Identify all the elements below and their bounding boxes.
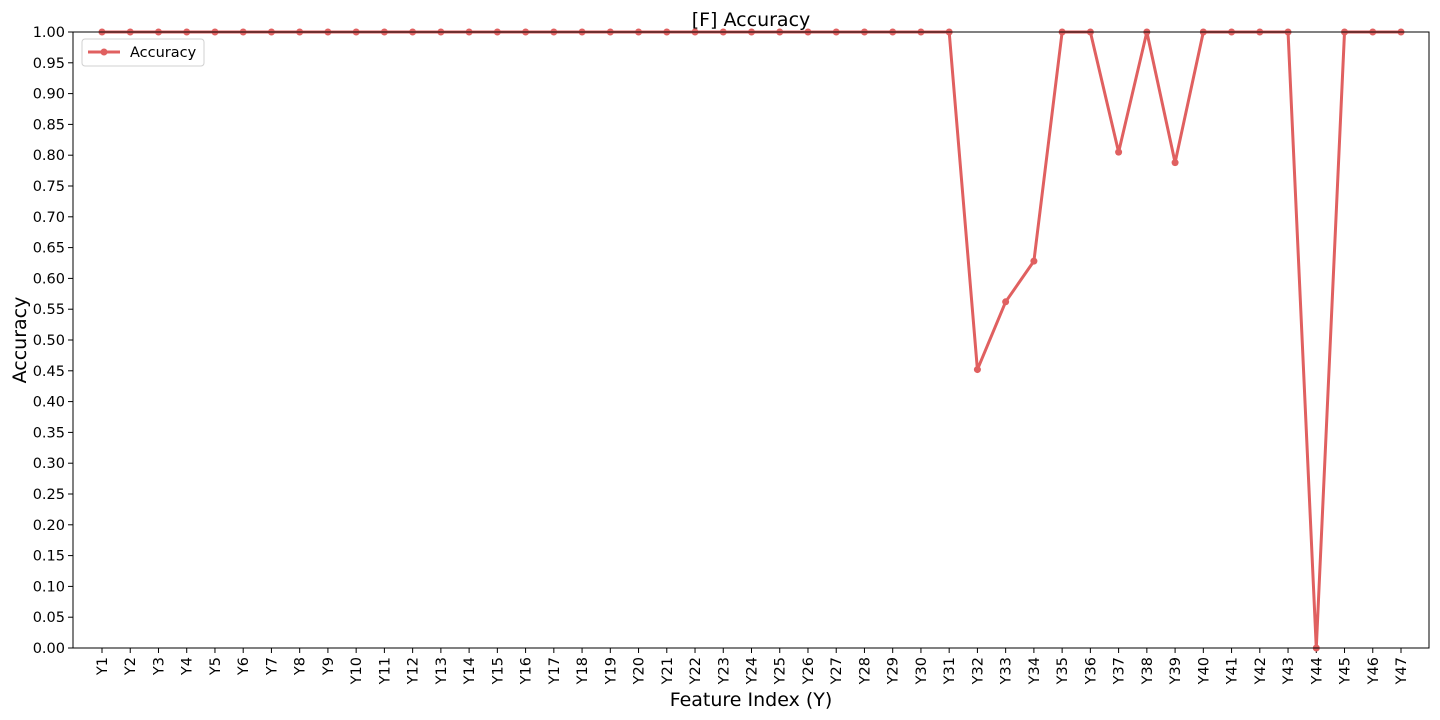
y-tick-label: 0.35 [33, 425, 65, 441]
x-tick-label: Y15 [490, 657, 506, 685]
x-tick-label: Y28 [857, 657, 873, 685]
data-point-y34 [1030, 257, 1038, 265]
x-tick-label: Y23 [716, 657, 732, 685]
y-tick-label: 0.75 [33, 179, 65, 195]
x-tick-label: Y3 [151, 657, 167, 676]
x-tick-label: Y4 [180, 657, 196, 676]
x-tick-label: Y33 [999, 657, 1015, 685]
y-tick-label: 0.15 [33, 549, 65, 565]
legend-box [81, 38, 205, 67]
y-tick-label: 0.45 [33, 364, 65, 380]
y-tick-label: 0.95 [33, 56, 65, 72]
x-tick-label: Y5 [208, 657, 224, 676]
x-tick-label: Y7 [264, 657, 280, 676]
x-tick-label: Y36 [1083, 657, 1099, 685]
legend: Accuracy [81, 38, 205, 67]
x-tick-label: Y29 [886, 657, 902, 685]
x-tick-label: Y35 [1055, 657, 1071, 685]
data-point-y33 [1002, 298, 1010, 306]
x-tick-label: Y1 [95, 657, 111, 676]
legend-point-marker [100, 48, 108, 56]
x-tick-label: Y18 [575, 657, 591, 685]
data-point-y37 [1115, 148, 1123, 156]
x-tick-label: Y38 [1140, 657, 1156, 685]
x-tick-label: Y17 [547, 657, 563, 685]
data-point-y32 [973, 366, 981, 374]
y-tick-label: 0.85 [33, 117, 65, 133]
x-tick-label: Y40 [1196, 657, 1212, 685]
y-axis-label: Accuracy [9, 297, 31, 384]
x-tick-label: Y45 [1338, 657, 1354, 685]
x-tick-label: Y37 [1112, 657, 1128, 685]
y-tick-label: 0.25 [33, 487, 65, 503]
x-tick-label: Y44 [1309, 657, 1325, 685]
chart-title: [F] Accuracy [692, 9, 811, 31]
x-tick-label: Y25 [773, 657, 789, 685]
x-tick-label: Y2 [123, 657, 139, 676]
x-tick-label: Y42 [1253, 657, 1269, 685]
y-tick-label: 0.60 [33, 271, 65, 287]
y-axis-ticks: 0.00 0.05 0.10 0.15 0.20 0.25 0.30 0.35 0.40 0.45… [33, 25, 73, 657]
x-tick-label: Y10 [349, 657, 365, 685]
y-tick-label: 0.80 [33, 148, 65, 164]
data-point-y39 [1171, 159, 1179, 167]
y-tick-label: 0.20 [33, 518, 65, 534]
y-tick-label: 0.65 [33, 241, 65, 257]
x-tick-label: Y6 [236, 657, 252, 676]
x-axis-ticks: Y1 Y2 Y3 Y4 Y5 Y6 Y7 Y8 Y9 Y10 Y11 Y12 Y13 Y14 Y15 Y16 Y… [95, 648, 1410, 685]
x-tick-label: Y26 [801, 657, 817, 685]
y-tick-label: 0.00 [33, 641, 65, 657]
x-tick-label: Y11 [377, 657, 393, 685]
x-tick-label: Y31 [942, 657, 958, 685]
legend-label: Accuracy [130, 45, 197, 61]
y-tick-label: 0.40 [33, 395, 65, 411]
x-tick-label: Y30 [914, 657, 930, 685]
y-tick-label: 0.30 [33, 456, 65, 472]
x-tick-label: Y8 [293, 657, 309, 676]
y-tick-label: 0.70 [33, 210, 65, 226]
x-tick-label: Y14 [462, 657, 478, 685]
y-tick-label: 0.90 [33, 87, 65, 103]
x-tick-label: Y41 [1225, 657, 1241, 685]
x-tick-label: Y16 [519, 657, 535, 685]
y-tick-label: 1.00 [33, 25, 65, 41]
x-tick-label: Y46 [1366, 657, 1382, 685]
y-tick-label: 0.10 [33, 579, 65, 595]
x-tick-label: Y19 [603, 657, 619, 685]
x-tick-label: Y34 [1027, 657, 1043, 685]
x-tick-label: Y22 [688, 657, 704, 685]
plot-area-frame [72, 31, 1430, 649]
y-tick-label: 0.05 [33, 610, 65, 626]
x-tick-label: Y43 [1281, 657, 1297, 685]
x-tick-label: Y20 [632, 657, 648, 685]
x-tick-label: Y12 [406, 657, 422, 685]
x-tick-label: Y24 [745, 657, 761, 685]
y-tick-label: 0.50 [33, 333, 65, 349]
x-tick-label: Y9 [321, 657, 337, 676]
x-tick-label: Y32 [970, 657, 986, 685]
x-axis-label: Feature Index (Y) [670, 689, 833, 711]
x-tick-label: Y27 [829, 657, 845, 685]
x-tick-label: Y13 [434, 657, 450, 685]
y-tick-label: 0.55 [33, 302, 65, 318]
x-tick-label: Y47 [1394, 657, 1410, 685]
x-tick-label: Y21 [660, 657, 676, 685]
x-tick-label: Y39 [1168, 657, 1184, 685]
